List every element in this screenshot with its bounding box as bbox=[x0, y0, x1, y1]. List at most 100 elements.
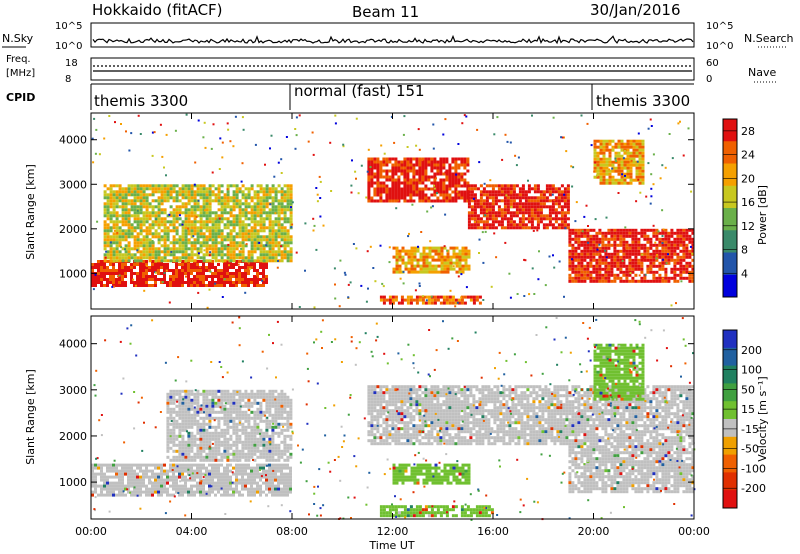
heatmap-cell bbox=[625, 279, 629, 283]
heatmap-cell bbox=[133, 475, 136, 479]
heatmap-cell bbox=[454, 193, 458, 197]
heatmap-cell bbox=[623, 163, 627, 167]
heatmap-cell bbox=[256, 238, 260, 242]
heatmap-cell bbox=[262, 217, 266, 221]
heatmap-cell bbox=[631, 279, 635, 283]
heatmap-cell bbox=[533, 199, 537, 203]
heatmap-speckle bbox=[552, 254, 554, 257]
heatmap-cell bbox=[112, 208, 116, 212]
heatmap-cell bbox=[616, 276, 620, 280]
heatmap-cell bbox=[190, 484, 193, 488]
heatmap-cell bbox=[289, 253, 293, 257]
heatmap-cell bbox=[229, 475, 232, 479]
heatmap-cell bbox=[196, 256, 200, 260]
heatmap-cell bbox=[163, 241, 167, 245]
heatmap-cell bbox=[688, 255, 692, 259]
heatmap-cell bbox=[412, 190, 416, 194]
heatmap-cell bbox=[652, 258, 656, 262]
heatmap-cell bbox=[262, 247, 266, 251]
heatmap-speckle bbox=[388, 246, 391, 249]
heatmap-cell bbox=[593, 175, 597, 179]
heatmap-cell bbox=[139, 469, 142, 473]
heatmap-cell bbox=[409, 298, 413, 302]
heatmap-cell bbox=[649, 255, 653, 259]
heatmap-cell bbox=[229, 478, 232, 482]
heatmap-cell bbox=[112, 490, 115, 494]
heatmap-cell bbox=[136, 193, 140, 197]
heatmap-cell bbox=[244, 281, 247, 284]
heatmap-speckle bbox=[274, 212, 277, 215]
heatmap-cell bbox=[160, 487, 163, 491]
heatmap-cell bbox=[635, 169, 639, 173]
heatmap-speckle bbox=[151, 131, 154, 134]
heatmap-cell bbox=[274, 217, 278, 221]
heatmap-cell bbox=[223, 226, 227, 230]
heatmap-speckle bbox=[402, 133, 405, 136]
heatmap-cell bbox=[436, 172, 440, 176]
heatmap-cell bbox=[367, 199, 371, 203]
heatmap-speckle bbox=[291, 223, 294, 226]
heatmap-cell bbox=[434, 270, 438, 274]
heatmap-cell bbox=[473, 199, 477, 203]
heatmap-cell bbox=[202, 472, 205, 476]
heatmap-cell bbox=[172, 419, 176, 423]
heatmap-cell bbox=[196, 407, 200, 411]
heatmap-cell bbox=[256, 193, 260, 197]
heatmap-cell bbox=[503, 196, 507, 200]
heatmap-cell bbox=[175, 196, 179, 200]
heatmap-cell bbox=[220, 472, 223, 476]
heatmap-cell bbox=[460, 295, 464, 299]
heatmap-cell bbox=[277, 220, 281, 224]
heatmap-cell bbox=[223, 269, 226, 272]
heatmap-cell bbox=[527, 196, 531, 200]
heatmap-cell bbox=[199, 472, 202, 476]
heatmap-speckle bbox=[334, 122, 337, 125]
heatmap-cell bbox=[643, 255, 647, 259]
heatmap-cell bbox=[391, 196, 395, 200]
heatmap-cell bbox=[154, 481, 157, 485]
heatmap-cell bbox=[625, 240, 629, 244]
heatmap-cell bbox=[175, 269, 178, 272]
heatmap-cell bbox=[121, 469, 124, 473]
heatmap-cell bbox=[265, 275, 268, 278]
heatmap-cell bbox=[259, 238, 263, 242]
heatmap-cell bbox=[271, 226, 275, 230]
heatmap-cell bbox=[410, 267, 414, 271]
heatmap-cell bbox=[103, 487, 106, 491]
heatmap-cell bbox=[109, 466, 112, 470]
heatmap-speckle bbox=[294, 147, 297, 150]
heatmap-cell bbox=[118, 272, 121, 275]
heatmap-speckle bbox=[406, 146, 409, 148]
heatmap-cell bbox=[274, 475, 277, 479]
heatmap-cell bbox=[583, 249, 587, 253]
heatmap-cell bbox=[181, 238, 185, 242]
heatmap-cell bbox=[130, 202, 134, 206]
heatmap-cell bbox=[571, 264, 575, 268]
heatmap-cell bbox=[184, 392, 188, 396]
heatmap-cell bbox=[217, 184, 221, 188]
heatmap-cell bbox=[554, 208, 558, 212]
heatmap-speckle bbox=[641, 253, 644, 256]
heatmap-cell bbox=[670, 255, 674, 259]
heatmap-cell bbox=[175, 205, 179, 209]
heatmap-cell bbox=[628, 279, 632, 283]
heatmap-cell bbox=[220, 278, 223, 281]
heatmap-cell bbox=[178, 425, 182, 429]
heatmap-cell bbox=[124, 472, 127, 476]
heatmap-cell bbox=[617, 172, 621, 176]
heatmap-cell bbox=[232, 466, 235, 470]
heatmap-cell bbox=[626, 172, 630, 176]
heatmap-cell bbox=[542, 205, 546, 209]
heatmap-cell bbox=[367, 196, 371, 200]
heatmap-speckle bbox=[218, 217, 221, 220]
heatmap-cell bbox=[598, 240, 602, 244]
heatmap-cell bbox=[238, 229, 242, 233]
heatmap-cell bbox=[244, 278, 247, 281]
heatmap-cell bbox=[136, 259, 140, 263]
heatmap-cell bbox=[190, 413, 194, 417]
heatmap-cell bbox=[100, 263, 103, 266]
heatmap-cell bbox=[286, 475, 289, 479]
heatmap-cell bbox=[157, 466, 160, 470]
heatmap-cell bbox=[205, 211, 209, 215]
heatmap-cell bbox=[623, 151, 627, 155]
